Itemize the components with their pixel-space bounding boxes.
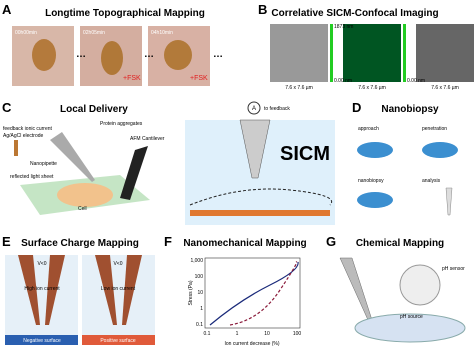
biopsy-steps <box>357 142 458 216</box>
label: nanobiopsy <box>358 178 384 184</box>
label: High ion current <box>24 286 60 292</box>
label: SICM <box>280 143 330 165</box>
label: Cell <box>78 206 87 212</box>
label: 10 <box>197 290 203 296</box>
panel-title: Local Delivery <box>60 104 128 115</box>
panel-title: Correlative SICM-Confocal Imaging <box>271 8 438 19</box>
label: Protein aggregates <box>100 121 143 127</box>
label: Low ion current <box>101 286 136 292</box>
label: analysis <box>422 178 441 184</box>
label: 1,000 <box>190 258 203 264</box>
label: 0.1 <box>196 322 203 328</box>
label: Stress (Pa) <box>188 280 194 305</box>
label: reflected light sheet <box>10 174 54 180</box>
svg-text:…: … <box>144 49 154 60</box>
panel-title: Chemical Mapping <box>356 238 444 249</box>
label: Ag/AgCl electrode <box>3 133 44 139</box>
label: 10 <box>264 331 270 337</box>
label: Nanopipette <box>30 161 57 167</box>
panel-title: Surface Charge Mapping <box>21 238 139 249</box>
label: 00h00min <box>15 30 37 36</box>
panel-letter: E <box>2 234 11 249</box>
label: V<0 <box>113 261 122 267</box>
label: 0.00 nm <box>334 78 352 84</box>
label: feedback ionic current <box>3 126 53 132</box>
label: to feedback <box>264 106 290 112</box>
chemical-diagram <box>339 257 466 343</box>
panel-letter: D <box>352 100 361 115</box>
stress-plot <box>204 257 301 329</box>
label: pH sensor <box>442 266 465 272</box>
label: 0.00 nm <box>407 78 425 84</box>
svg-text:…: … <box>213 49 223 60</box>
label: Negative surface <box>23 338 61 344</box>
label: 1 <box>236 331 239 337</box>
label: +FSK <box>123 75 141 82</box>
label: approach <box>358 126 379 132</box>
panel-letter: G <box>326 234 336 249</box>
label: penetration <box>422 126 447 132</box>
label: 04h10min <box>151 30 173 36</box>
label: V<0 <box>37 261 46 267</box>
charge-diagram <box>5 255 155 345</box>
label: 7.6 x 7.6 µm <box>431 85 459 91</box>
panel-title: Longtime Topographical Mapping <box>45 8 205 19</box>
label: 100 <box>195 274 204 280</box>
time-lapse: … … … <box>12 26 223 86</box>
label: 100 <box>293 331 302 337</box>
label: 1873 nm <box>334 24 353 30</box>
label: 0.1 <box>204 331 211 337</box>
panel-letter: C <box>2 100 12 115</box>
label: 7.6 x 7.6 µm <box>285 85 313 91</box>
delivery-diagram <box>14 101 335 225</box>
label: A <box>252 106 256 112</box>
label: AFM Cantilever <box>130 136 165 142</box>
panel-title: Nanomechanical Mapping <box>183 238 306 249</box>
panel-letter: F <box>164 234 172 249</box>
label: +FSK <box>190 75 208 82</box>
images <box>270 24 474 82</box>
svg-text:…: … <box>76 49 86 60</box>
panel-letter: A <box>2 2 12 17</box>
label: 7.6 x 7.6 µm <box>358 85 386 91</box>
label: 02h05min <box>83 30 105 36</box>
label: Positive surface <box>100 338 136 344</box>
label: pH source <box>400 314 423 320</box>
label: Ion current decrease (%) <box>224 341 279 347</box>
label: 1 <box>200 306 203 312</box>
panel-letter: B <box>258 2 267 17</box>
panel-title: Nanobiopsy <box>381 104 439 115</box>
